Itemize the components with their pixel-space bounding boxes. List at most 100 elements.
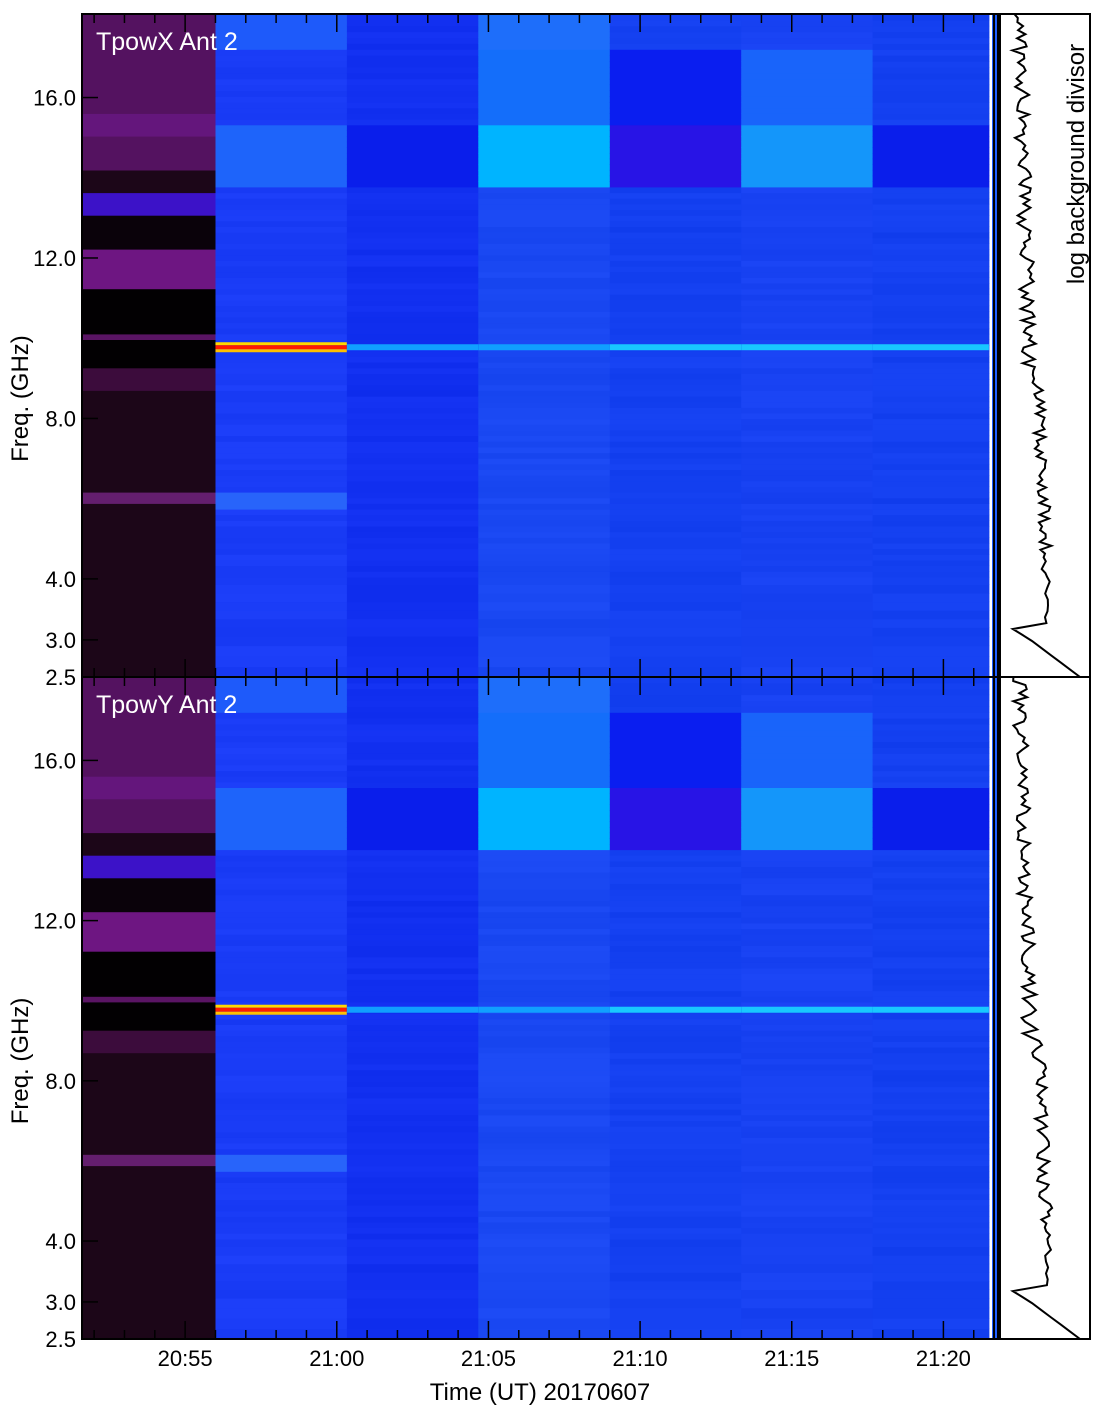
heatmap-cell — [741, 906, 874, 913]
heatmap-cell — [346, 441, 479, 448]
heatmap-cell — [872, 1160, 990, 1167]
heatmap-cell — [741, 531, 874, 538]
heatmap-cell — [741, 537, 874, 544]
heatmap-cell — [215, 956, 348, 963]
heatmap-cell — [346, 1154, 479, 1161]
heatmap-cell — [741, 390, 874, 397]
heatmap-cell — [872, 700, 990, 707]
heatmap-cell — [741, 61, 874, 68]
heatmap-cell — [741, 1307, 874, 1319]
heatmap-cell — [82, 1328, 216, 1340]
heatmap-cell — [82, 339, 216, 346]
heatmap-cell — [215, 164, 348, 171]
heatmap-cell — [478, 787, 611, 794]
heatmap-cell — [346, 951, 479, 958]
heatmap-cell — [609, 356, 742, 363]
heatmap-cell — [872, 475, 990, 482]
heatmap-cell — [609, 362, 742, 369]
heatmap-cell — [478, 1109, 611, 1116]
heatmap-cell — [872, 463, 990, 470]
heatmap-cell — [478, 271, 611, 278]
heatmap-cell — [215, 979, 348, 986]
heatmap-cell — [82, 765, 216, 772]
heatmap-cell — [215, 810, 348, 817]
heatmap-cell — [609, 311, 742, 318]
heatmap-cell — [215, 753, 348, 760]
heatmap-cell — [609, 793, 742, 800]
heatmap-cell — [872, 55, 990, 62]
heatmap-cell — [478, 996, 611, 1003]
heatmap-cell — [478, 254, 611, 261]
heatmap-cell — [215, 311, 348, 318]
heatmap-cell — [741, 917, 874, 924]
heatmap-cell — [609, 804, 742, 811]
heatmap-cell — [609, 1075, 742, 1082]
heatmap-cell — [741, 718, 874, 725]
heatmap-cell — [609, 237, 742, 244]
heatmap-cell — [346, 1188, 479, 1195]
heatmap-cell — [215, 1092, 348, 1099]
heatmap-cell — [82, 939, 216, 946]
heatmap-cell — [478, 232, 611, 239]
heatmap-cell — [609, 1199, 742, 1206]
heatmap-cell — [215, 900, 348, 907]
heatmap-cell — [741, 503, 874, 510]
heatmap-cell — [346, 61, 479, 68]
heatmap-cell — [215, 877, 348, 884]
heatmap-cell — [478, 1103, 611, 1110]
heatmap-cell — [346, 90, 479, 97]
heatmap-cell — [609, 1114, 742, 1121]
heatmap-cell — [872, 72, 990, 80]
heatmap-cell — [741, 1165, 874, 1172]
heatmap-cell — [478, 435, 611, 442]
heatmap-cell — [741, 793, 874, 800]
heatmap-cell — [741, 1216, 874, 1223]
heatmap-cell — [609, 712, 742, 719]
heatmap-cell — [872, 996, 990, 1003]
heatmap-cell — [478, 770, 611, 777]
heatmap-cell — [82, 1227, 216, 1234]
heatmap-cell — [741, 249, 874, 256]
heatmap-cell — [609, 141, 742, 148]
heatmap-cell — [741, 565, 874, 572]
heatmap-cell — [741, 627, 874, 637]
heatmap-cell — [872, 435, 990, 442]
heatmap-cell — [478, 226, 611, 233]
heatmap-cell — [478, 25, 611, 33]
heatmap-cell — [346, 537, 479, 544]
heatmap-cell — [215, 1210, 348, 1217]
heatmap-cell — [872, 141, 990, 148]
heatmap-cell — [872, 1064, 990, 1071]
heatmap-cell — [346, 1165, 479, 1172]
heatmap-cell — [478, 1160, 611, 1167]
heatmap-cell — [346, 765, 479, 772]
heatmap-cell — [741, 1103, 874, 1110]
heatmap-cell — [872, 413, 990, 420]
heatmap-cell — [478, 113, 611, 120]
heatmap-cell — [741, 401, 874, 408]
heatmap-cell — [82, 770, 216, 777]
heatmap-cell — [741, 413, 874, 420]
heatmap-cell — [609, 14, 742, 21]
heatmap-cell — [872, 1216, 990, 1223]
heatmap-cell — [741, 838, 874, 845]
heatmap-cell — [82, 299, 216, 307]
heatmap-cell — [82, 379, 216, 386]
heatmap-cell — [478, 328, 611, 335]
heatmap-cell — [872, 849, 990, 856]
heatmap-cell — [609, 322, 742, 329]
emission-line — [215, 1011, 347, 1015]
heatmap-cell — [346, 889, 479, 896]
heatmap-cell — [82, 1263, 216, 1273]
heatmap-cell — [82, 1041, 216, 1048]
heatmap-cell — [872, 1154, 990, 1161]
heatmap-cell — [346, 243, 479, 250]
heatmap-cell — [215, 990, 348, 997]
heatmap-cell — [872, 254, 990, 261]
heatmap-cell — [609, 1210, 742, 1217]
heatmap-cell — [741, 283, 874, 290]
heatmap-cell — [872, 688, 990, 696]
heatmap-cell — [82, 452, 216, 459]
heatmap-cell — [346, 492, 479, 499]
